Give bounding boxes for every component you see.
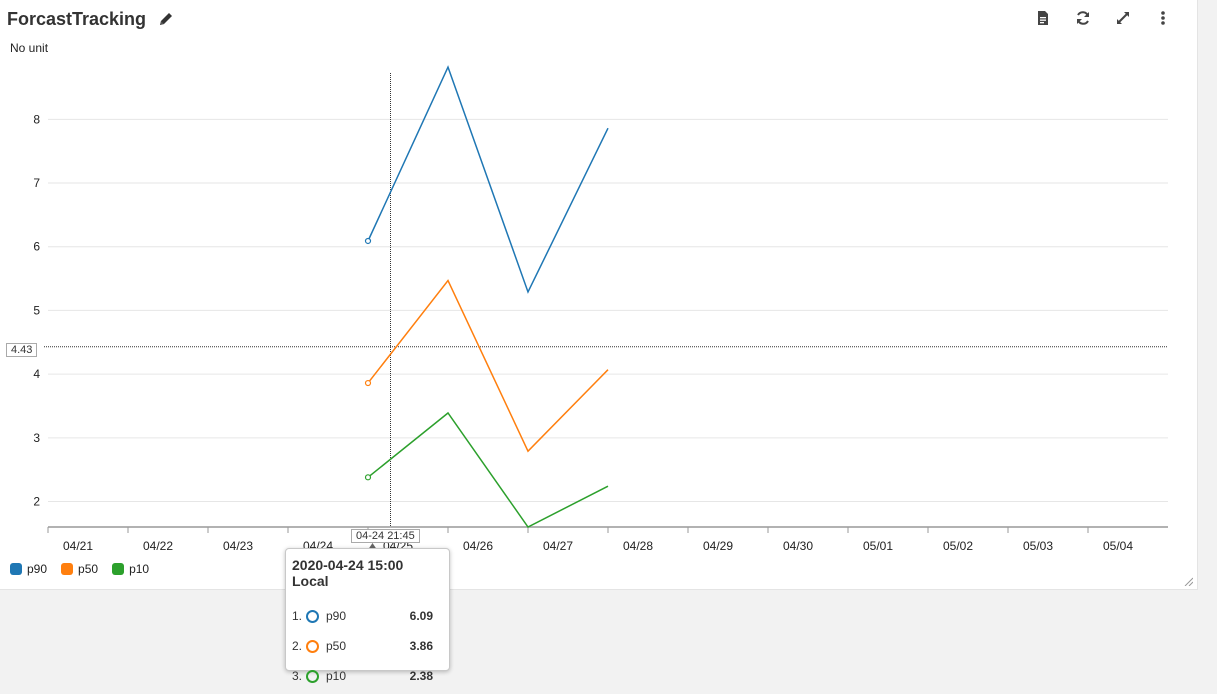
resize-handle-icon[interactable] <box>1183 576 1193 586</box>
x-tick-label: 04/21 <box>63 539 93 553</box>
data-point-p90 <box>364 237 372 245</box>
tooltip-row: 3. p10 2.38 <box>292 661 443 691</box>
x-tick-label: 04/28 <box>623 539 653 553</box>
tooltip-marker-icon <box>306 639 319 653</box>
widget-title: ForcastTracking <box>7 8 147 29</box>
data-point-p50 <box>364 379 372 387</box>
legend: p90 p50 p10 <box>10 562 149 576</box>
legend-swatch-p50 <box>61 563 74 575</box>
y-tick-label: 3 <box>33 431 40 445</box>
document-icon[interactable] <box>1023 7 1063 29</box>
legend-label-p90: p90 <box>27 562 48 576</box>
crosshair-marker-icon <box>368 543 377 549</box>
series-line-p10 <box>367 411 609 528</box>
tooltip-title: 2020-04-24 15:00 Local <box>292 557 404 589</box>
y-crosshair-label: 4.43 <box>6 343 38 357</box>
legend-swatch-p90 <box>10 563 22 575</box>
legend-item-p10[interactable]: p10 <box>112 562 149 576</box>
tooltip-row-index: 2. <box>292 639 303 653</box>
tooltip: 2020-04-24 15:00 Local 1. p90 6.09 2. p5… <box>285 548 450 683</box>
more-icon[interactable] <box>1143 7 1183 29</box>
y-tick-label: 7 <box>33 176 40 190</box>
tooltip-row: 1. p90 6.09 <box>292 601 443 631</box>
tooltip-row-value: 6.09 <box>409 609 433 623</box>
title-row: ForcastTracking <box>7 7 174 31</box>
x-tick-label: 05/01 <box>863 539 893 553</box>
legend-item-p90[interactable]: p90 <box>10 562 47 576</box>
widget-panel: ForcastTracking No unit 2 3 4 5 6 7 8 04/21 04/2… <box>0 0 1198 590</box>
tooltip-row-name: p90 <box>326 609 347 623</box>
legend-label-p10: p10 <box>129 562 150 576</box>
series-line-p50 <box>367 279 609 453</box>
x-tick-label: 05/03 <box>1023 539 1053 553</box>
expand-icon[interactable] <box>1103 7 1143 29</box>
tooltip-row-index: 1. <box>292 609 303 623</box>
y-tick-label: 5 <box>33 303 40 317</box>
y-tick-label: 6 <box>33 240 40 254</box>
tooltip-row-value: 3.86 <box>409 639 433 653</box>
x-tick-label: 04/22 <box>143 539 173 553</box>
tooltip-marker-icon <box>306 609 319 623</box>
y-tick-label: 4 <box>33 367 40 381</box>
x-tick-label: 05/02 <box>943 539 973 553</box>
x-crosshair-label: 04-24 21:45 <box>351 529 420 543</box>
x-tick-label: 04/29 <box>703 539 733 553</box>
x-tick-label: 04/27 <box>543 539 573 553</box>
x-tick-label: 05/04 <box>1103 539 1133 553</box>
legend-item-p50[interactable]: p50 <box>61 562 98 576</box>
tooltip-row-index: 3. <box>292 669 303 683</box>
series-line-p90 <box>367 65 609 294</box>
x-tick-label: 04/23 <box>223 539 253 553</box>
tooltip-row-name: p10 <box>326 669 347 683</box>
tooltip-row: 2. p50 3.86 <box>292 631 443 661</box>
y-tick-label: 8 <box>33 112 40 126</box>
tooltip-marker-icon <box>306 669 319 683</box>
data-point-p10 <box>364 474 372 481</box>
x-tick-label: 04/26 <box>463 539 493 553</box>
legend-label-p50: p50 <box>78 562 99 576</box>
pencil-icon[interactable] <box>158 11 174 27</box>
tooltip-row-name: p50 <box>326 639 347 653</box>
legend-swatch-p10 <box>112 563 125 575</box>
x-tick-label: 04/30 <box>783 539 813 553</box>
tooltip-row-value: 2.38 <box>409 669 433 683</box>
toolbar <box>1023 7 1183 29</box>
y-tick-label: 2 <box>33 495 40 509</box>
refresh-icon[interactable] <box>1063 7 1103 29</box>
unit-label: No unit <box>10 41 49 55</box>
